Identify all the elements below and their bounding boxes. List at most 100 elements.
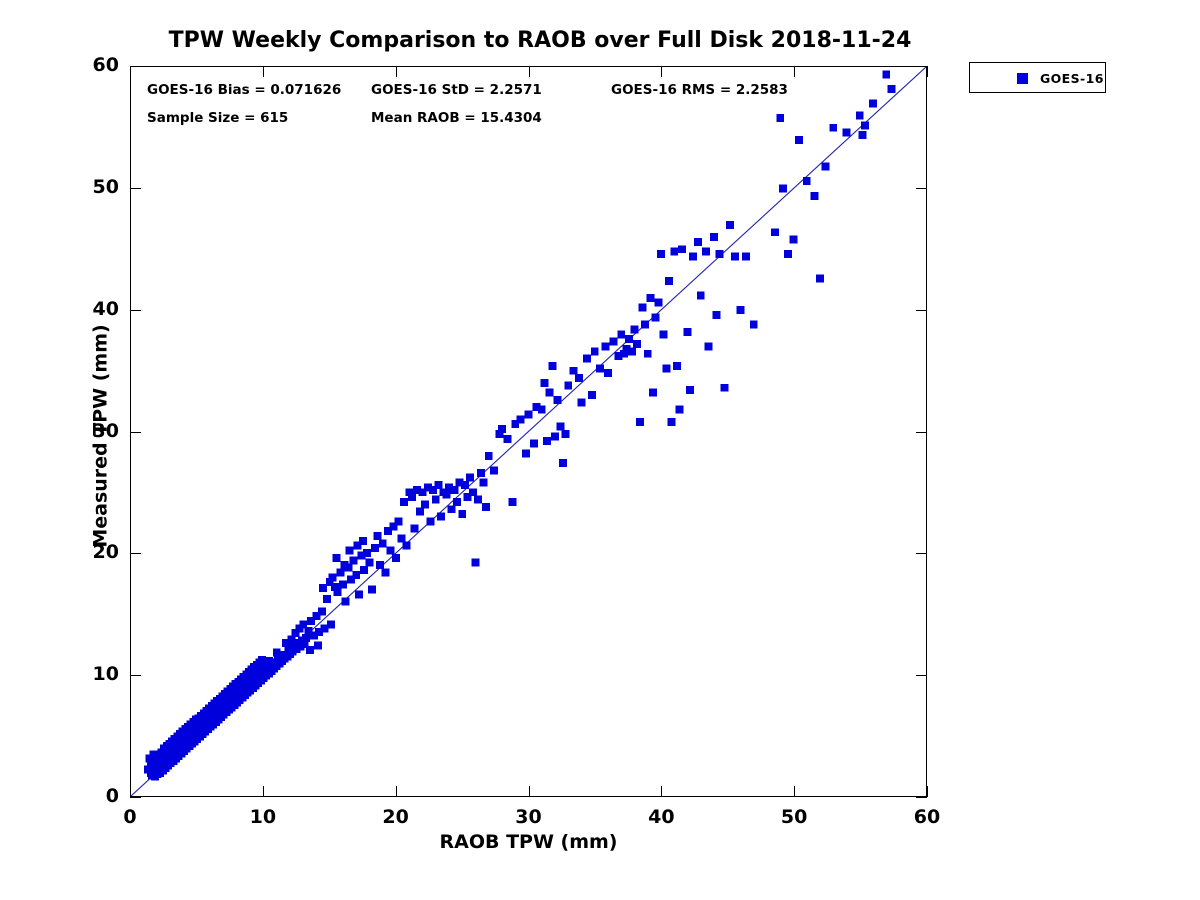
- scatter-point: [309, 631, 318, 640]
- scatter-point: [654, 298, 663, 307]
- scatter-point: [452, 497, 461, 506]
- scatter-point: [407, 493, 416, 502]
- scatter-point: [548, 361, 557, 370]
- scatter-point: [590, 347, 599, 356]
- scatter-point: [720, 383, 729, 392]
- y-tick-mark: [916, 431, 927, 433]
- scatter-point: [614, 352, 623, 361]
- scatter-point: [855, 111, 864, 120]
- y-tick-mark: [916, 797, 927, 798]
- y-tick-mark: [916, 675, 927, 677]
- x-tick-mark: [130, 786, 131, 797]
- x-tick-mark: [927, 66, 928, 77]
- x-tick-mark: [528, 66, 530, 77]
- y-tick-mark: [916, 66, 927, 67]
- scatter-point: [617, 330, 626, 339]
- scatter-point: [731, 252, 740, 261]
- scatter-point: [641, 320, 650, 329]
- scatter-point: [657, 250, 665, 259]
- scatter-point: [537, 405, 546, 414]
- scatter-point: [484, 451, 493, 460]
- scatter-point: [410, 524, 419, 533]
- scatter-point: [710, 233, 718, 242]
- y-tick-label: 30: [92, 419, 119, 442]
- scatter-point: [354, 590, 363, 599]
- scatter-point: [344, 563, 353, 572]
- scatter-point: [415, 507, 424, 516]
- scatter-point: [300, 640, 309, 649]
- scatter-point: [360, 566, 369, 574]
- scatter-point: [670, 247, 679, 256]
- scatter-point: [702, 247, 711, 256]
- scatter-point: [556, 422, 565, 431]
- y-tick-mark: [130, 66, 141, 67]
- scatter-point: [299, 620, 308, 629]
- scatter-point: [558, 459, 567, 468]
- scatter-point: [532, 403, 541, 412]
- x-tick-mark: [661, 66, 663, 77]
- scatter-point: [463, 493, 472, 502]
- scatter-point: [482, 502, 491, 511]
- scatter-point: [664, 276, 673, 285]
- x-tick-label: 10: [249, 806, 277, 828]
- scatter-point: [317, 607, 326, 616]
- scatter-point: [307, 617, 316, 626]
- stat-sample-size: Sample Size = 615: [147, 110, 289, 126]
- scatter-point: [529, 439, 538, 448]
- scatter-point: [672, 361, 681, 370]
- scatter-point: [601, 342, 610, 351]
- scatter-point: [345, 546, 354, 555]
- scatter-point: [479, 478, 488, 487]
- scatter-point: [715, 250, 724, 259]
- scatter-point: [429, 485, 438, 494]
- scatter-point: [696, 291, 705, 300]
- scatter-point: [399, 497, 408, 506]
- scatter-point: [574, 374, 583, 383]
- scatter-point: [694, 237, 703, 246]
- scatter-point: [551, 432, 559, 441]
- scatter-point: [450, 485, 459, 494]
- scatter-canvas: [131, 67, 926, 796]
- y-tick-label: 10: [92, 663, 119, 686]
- scatter-point: [869, 99, 877, 108]
- y-tick-mark: [916, 553, 927, 555]
- scatter-point: [325, 578, 334, 587]
- scatter-point: [362, 549, 371, 557]
- scatter-point: [882, 70, 891, 79]
- scatter-point: [460, 480, 469, 489]
- x-tick-label: 40: [648, 806, 675, 828]
- scatter-point: [646, 293, 655, 302]
- x-axis-title: RAOB TPW (mm): [439, 831, 618, 853]
- scatter-point: [402, 541, 411, 550]
- scatter-point: [604, 369, 612, 378]
- scatter-point: [320, 624, 329, 633]
- scatter-point: [370, 544, 379, 553]
- scatter-point: [282, 638, 291, 647]
- scatter-point: [683, 327, 692, 336]
- scatter-point: [445, 483, 453, 492]
- scatter-point: [749, 320, 758, 329]
- scatter-point: [688, 252, 697, 261]
- scatter-point: [511, 420, 520, 429]
- x-tick-label: 0: [123, 806, 137, 828]
- scatter-point: [426, 517, 435, 526]
- x-tick-label: 60: [913, 806, 941, 828]
- y-tick-label: 60: [92, 54, 119, 76]
- scatter-point: [712, 310, 721, 319]
- scatter-point: [381, 568, 390, 577]
- y-tick-mark: [130, 553, 141, 555]
- scatter-point: [373, 532, 382, 540]
- y-tick-label: 50: [92, 175, 119, 198]
- scatter-point: [498, 425, 506, 434]
- scatter-point: [630, 325, 639, 334]
- scatter-point: [553, 395, 562, 404]
- scatter-point: [643, 349, 652, 358]
- scatter-point: [332, 553, 341, 562]
- scatter-point: [794, 135, 803, 144]
- scatter-point: [540, 378, 549, 387]
- x-tick-mark: [395, 786, 397, 797]
- scatter-point: [476, 468, 485, 477]
- scatter-point: [649, 388, 658, 397]
- scatter-point: [405, 488, 414, 497]
- scatter-point: [339, 580, 347, 589]
